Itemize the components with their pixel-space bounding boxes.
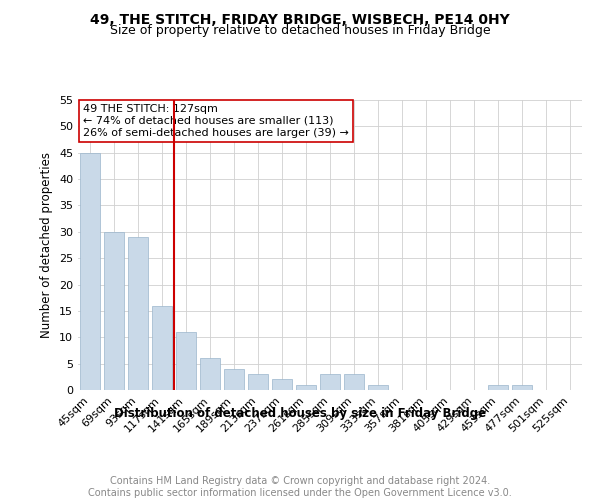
Bar: [512, 384, 532, 390]
Bar: [368, 384, 388, 390]
Bar: [104, 232, 124, 390]
Bar: [296, 384, 316, 390]
Y-axis label: Number of detached properties: Number of detached properties: [40, 152, 53, 338]
Bar: [224, 369, 244, 390]
Text: Contains HM Land Registry data © Crown copyright and database right 2024.
Contai: Contains HM Land Registry data © Crown c…: [88, 476, 512, 498]
Bar: [80, 152, 100, 390]
Bar: [344, 374, 364, 390]
Bar: [128, 237, 148, 390]
Bar: [488, 384, 508, 390]
Text: Distribution of detached houses by size in Friday Bridge: Distribution of detached houses by size …: [114, 408, 486, 420]
Text: 49, THE STITCH, FRIDAY BRIDGE, WISBECH, PE14 0HY: 49, THE STITCH, FRIDAY BRIDGE, WISBECH, …: [90, 12, 510, 26]
Text: 49 THE STITCH: 127sqm
← 74% of detached houses are smaller (113)
26% of semi-det: 49 THE STITCH: 127sqm ← 74% of detached …: [83, 104, 349, 138]
Bar: [320, 374, 340, 390]
Bar: [176, 332, 196, 390]
Bar: [248, 374, 268, 390]
Bar: [200, 358, 220, 390]
Bar: [272, 380, 292, 390]
Text: Size of property relative to detached houses in Friday Bridge: Size of property relative to detached ho…: [110, 24, 490, 37]
Bar: [152, 306, 172, 390]
